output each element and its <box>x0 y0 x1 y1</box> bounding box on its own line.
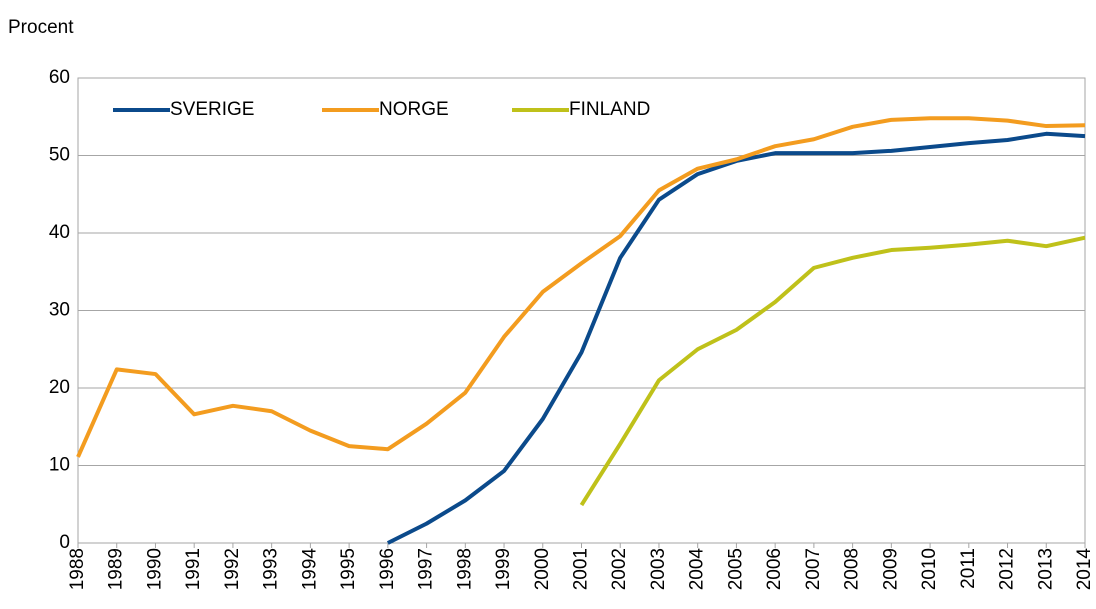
y-tick-label: 50 <box>49 145 70 166</box>
x-tick-label: 2014 <box>1074 548 1095 591</box>
x-tick-label: 1990 <box>144 548 165 590</box>
x-tick-label: 2007 <box>803 548 824 590</box>
legend-label: NORGE <box>379 99 449 120</box>
x-tick-label: 1992 <box>222 548 243 590</box>
legend-label: SVERIGE <box>170 99 254 120</box>
x-tick-label: 1988 <box>67 548 88 590</box>
x-tick-label: 2002 <box>609 548 630 590</box>
series-line <box>76 116 1086 458</box>
x-tick-label: 1996 <box>377 548 398 590</box>
x-tick-label: 2013 <box>1035 548 1056 590</box>
legend-label: FINLAND <box>569 99 650 120</box>
x-tick-label: 2008 <box>842 548 863 590</box>
x-tick-label: 2010 <box>919 548 940 590</box>
x-tick-label: 1993 <box>261 548 282 590</box>
y-tick-label: 10 <box>49 455 70 476</box>
y-tick-label: 30 <box>49 300 70 321</box>
series-line <box>579 235 1086 507</box>
x-tick-label: 2004 <box>687 548 708 591</box>
y-axis-label: Procent <box>8 17 74 38</box>
x-tick-label: 1995 <box>338 548 359 590</box>
y-tick-label: 0 <box>59 532 70 553</box>
x-tick-label: 1989 <box>106 548 127 590</box>
x-tick-label: 2006 <box>764 548 785 590</box>
x-tick-label: 2012 <box>997 548 1018 590</box>
x-tick-label: 2001 <box>571 548 592 590</box>
x-tick-label: 2005 <box>725 548 746 590</box>
x-tick-label: 1991 <box>183 548 204 590</box>
x-tick-label: 2011 <box>958 548 979 589</box>
series-line <box>386 131 1086 545</box>
y-tick-label: 40 <box>49 222 70 243</box>
x-tick-label: 2009 <box>880 548 901 590</box>
x-tick-label: 2000 <box>532 548 553 590</box>
y-tick-label: 20 <box>49 377 70 398</box>
y-tick-label: 60 <box>49 67 70 88</box>
x-tick-label: 1999 <box>493 548 514 590</box>
x-tick-label: 1994 <box>299 548 320 591</box>
x-tick-label: 2003 <box>648 548 669 590</box>
x-tick-label: 1998 <box>454 548 475 590</box>
x-tick-label: 1997 <box>416 548 437 590</box>
